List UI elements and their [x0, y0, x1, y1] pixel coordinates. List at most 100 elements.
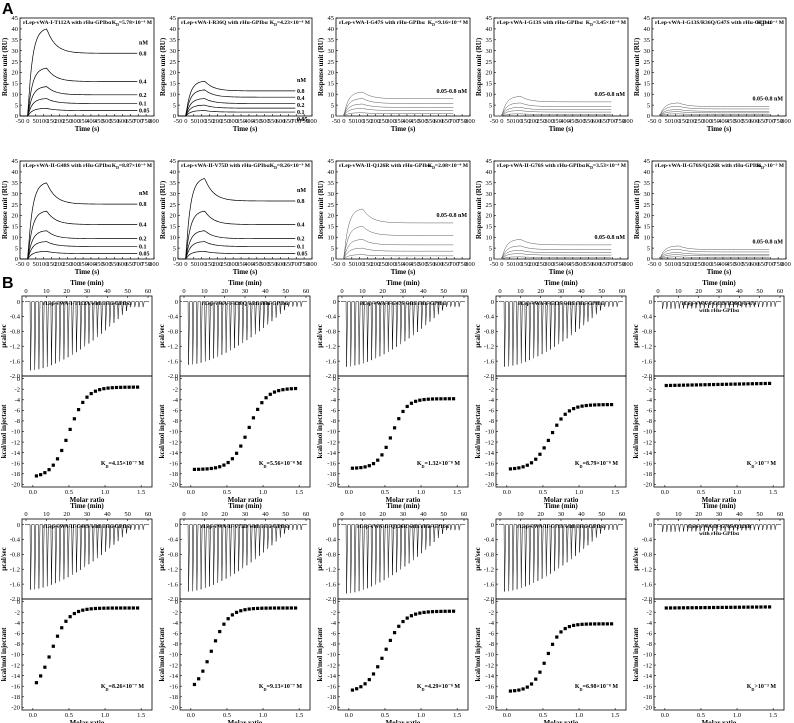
data-point	[205, 467, 209, 471]
top-y-tick-label: -0.4	[168, 314, 179, 321]
data-point	[119, 385, 123, 389]
data-point	[285, 387, 289, 391]
bot-x-tick-label: 1.0	[733, 489, 741, 496]
data-point	[55, 457, 60, 461]
data-point	[260, 401, 264, 405]
x-tick-label: 100	[355, 118, 365, 125]
itc-panel-itc-G76S-Q126R: 0 10 20 30 40 50 60 Time (min) 0 -0.4 -0.8 -1.2 -1.6…	[632, 502, 785, 723]
data-point	[119, 606, 123, 610]
x-tick-label: 600	[434, 118, 444, 125]
y-tick-label: 0	[489, 256, 492, 263]
itc-panel-itc-G13S-R36Q-G47S: 0 10 20 30 40 50 60 Time (min) 0 -0.4 -0.8 -1.2 -1.6…	[632, 279, 785, 504]
data-point	[110, 386, 114, 390]
x-tick-label: 700	[291, 261, 301, 268]
conc-label: 0.1	[139, 244, 147, 250]
bot-y-tick-label: -6	[331, 631, 337, 638]
bot-y-axis-label: kcal/mol injectant	[632, 627, 640, 682]
raw-frame	[337, 518, 469, 600]
bot-y-tick-label: -10	[327, 429, 336, 436]
plot-frame	[19, 160, 155, 260]
data-point	[430, 397, 435, 401]
plot-frame	[177, 17, 313, 117]
data-point	[605, 622, 609, 626]
bot-x-axis-label: Molar ratio	[70, 719, 105, 723]
data-point	[363, 465, 367, 469]
raw-heat-trace	[657, 301, 781, 309]
y-axis-label: Response unit (RU)	[475, 180, 483, 239]
top-x-tick-label: 20	[221, 511, 228, 518]
bot-x-tick-label: 0.5	[697, 712, 705, 719]
x-tick-label: 100	[39, 261, 49, 268]
bot-y-tick-label: -18	[169, 694, 178, 701]
data-point	[690, 383, 694, 387]
bot-y-tick-label: -2	[15, 386, 20, 393]
conc-label: 0.4	[297, 96, 305, 102]
sensorgram-curve	[336, 91, 454, 117]
data-point	[525, 463, 529, 467]
x-tick-label: 300	[544, 118, 554, 125]
data-point	[443, 397, 447, 401]
x-tick-label: 200	[55, 118, 65, 125]
bot-y-tick-label: -6	[647, 408, 653, 415]
x-tick-label: 550	[426, 261, 436, 268]
top-y-tick-label: -1.2	[326, 343, 336, 350]
itc-panel-itc-G47S: 0 10 20 30 40 50 60 Time (min) 0 -0.4 -0.8 -1.2 -1.6…	[316, 279, 469, 504]
bot-y-tick-label: -20	[11, 482, 20, 489]
top-y-tick-label: -1.2	[168, 343, 178, 350]
data-point	[376, 458, 380, 462]
y-axis-label: Response unit (RU)	[475, 37, 483, 96]
top-x-tick-label: 50	[756, 288, 763, 295]
y-tick-label: 5	[15, 102, 18, 109]
x-tick-label: 200	[529, 261, 539, 268]
x-tick-label: 0	[26, 261, 29, 268]
x-tick-label: 50	[665, 261, 672, 268]
data-point	[767, 605, 772, 609]
bot-y-tick-label: -16	[485, 460, 494, 467]
data-point	[197, 467, 201, 471]
plot-frame	[651, 17, 787, 117]
conc-range-label: 0.05-0.8 nM	[595, 92, 626, 98]
isotherm-frame	[495, 598, 627, 711]
spr-panel-spr-G48S: rLep-vWA-II-G48S with rHu-GPIbα KD=8.87×1…	[1, 158, 159, 276]
x-tick-label: 250	[694, 118, 704, 125]
x-tick-label: 750	[299, 261, 309, 268]
x-tick-label: 150	[205, 261, 215, 268]
sensorgram-curve	[20, 86, 138, 117]
top-x-tick-label: 20	[221, 288, 228, 295]
data-point	[359, 685, 363, 689]
top-x-tick-label: 30	[84, 511, 91, 518]
y-tick-label: 25	[486, 202, 493, 209]
bot-y-tick-label: 0	[491, 376, 494, 383]
bot-y-tick-label: -10	[643, 652, 652, 659]
y-tick-label: 15	[644, 81, 651, 88]
data-point	[418, 398, 422, 402]
top-x-tick-label: 10	[201, 511, 208, 518]
bot-y-tick-label: -18	[169, 471, 178, 478]
y-tick-label: 20	[328, 213, 335, 220]
top-x-tick-label: 20	[379, 511, 386, 518]
kd-label: KD>10⁻³ M	[757, 163, 785, 170]
bot-x-axis-label: Molar ratio	[544, 719, 579, 723]
bot-y-tick-label: -6	[15, 631, 21, 638]
bot-y-tick-label: -14	[643, 673, 652, 680]
bot-x-tick-label: 0.5	[539, 712, 547, 719]
data-point	[746, 382, 750, 386]
data-point	[192, 682, 197, 687]
x-tick-label: 50	[33, 118, 40, 125]
top-x-tick-label: 40	[262, 288, 269, 295]
bot-y-tick-label: -14	[169, 673, 178, 680]
bot-x-tick-label: 0.5	[65, 489, 73, 496]
sensorgram-curve	[178, 178, 296, 260]
kd-label: KD>10⁻³ M	[757, 20, 785, 27]
data-point	[513, 689, 517, 693]
bot-y-tick-label: -16	[485, 683, 494, 690]
conc-label: 0.4	[297, 223, 305, 229]
data-point	[43, 471, 47, 475]
x-tick-label: 400	[402, 261, 412, 268]
top-y-axis-label: µcal/sec	[632, 324, 640, 347]
x-tick-label: 350	[78, 261, 88, 268]
kd-label: KD=4.15×10⁻⁷ M	[101, 461, 145, 469]
x-tick-label: 700	[765, 118, 775, 125]
x-tick-label: 500	[418, 261, 428, 268]
bot-y-tick-label: -14	[485, 450, 494, 457]
